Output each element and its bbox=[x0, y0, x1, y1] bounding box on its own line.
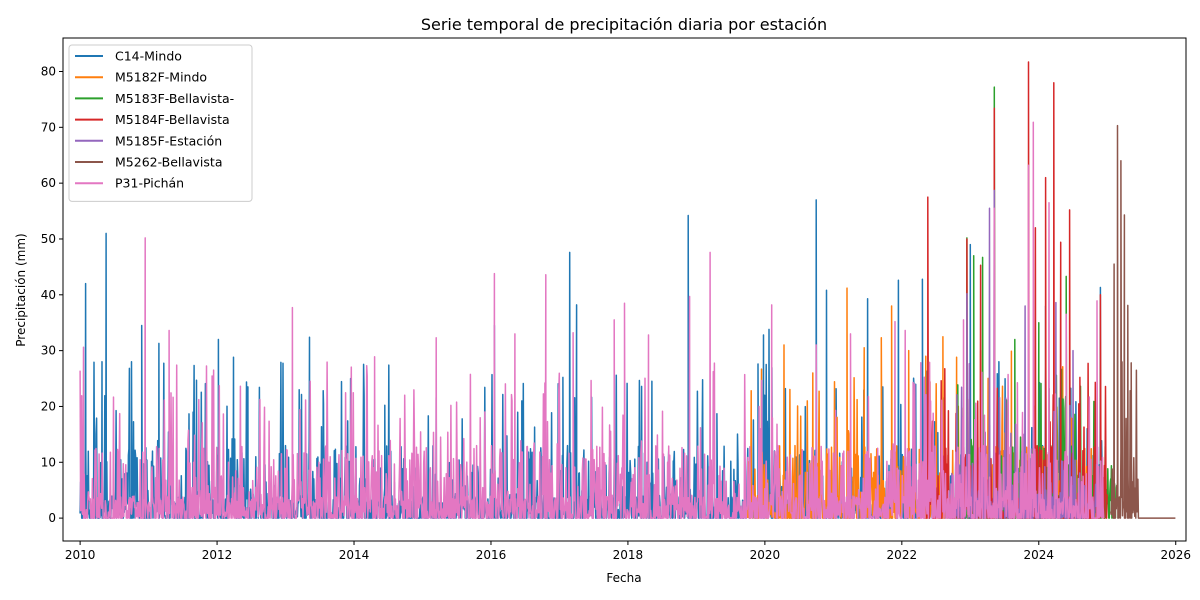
y-tick-label: 80 bbox=[41, 64, 56, 78]
y-tick-label: 70 bbox=[41, 120, 56, 134]
legend-label: M5183F-Bellavista- bbox=[115, 91, 234, 106]
y-axis-title: Precipitación (mm) bbox=[14, 233, 28, 346]
legend-label: M5182F-Mindo bbox=[115, 70, 207, 85]
x-tick-label: 2024 bbox=[1024, 548, 1055, 562]
legend-frame bbox=[68, 44, 253, 202]
y-tick-label: 60 bbox=[41, 176, 56, 190]
x-tick-label: 2016 bbox=[476, 548, 507, 562]
x-tick-label: 2012 bbox=[202, 548, 233, 562]
series-line-m5262-bellavista bbox=[1109, 124, 1176, 519]
x-tick-label: 2014 bbox=[339, 548, 370, 562]
y-tick-label: 30 bbox=[41, 344, 56, 358]
x-axis: 2010 2012 2014 2016 2018 2020 2022 2024 2026 bbox=[65, 541, 1191, 562]
legend-label: P31-Pichán bbox=[115, 176, 184, 191]
legend-label: M5184F-Bellavista bbox=[115, 112, 230, 127]
x-axis-title: Fecha bbox=[606, 571, 641, 585]
plot-area bbox=[62, 37, 1187, 542]
series-line-p31-pich-n bbox=[79, 121, 1105, 519]
y-tick-label: 10 bbox=[41, 455, 56, 469]
legend-label: C14-Mindo bbox=[115, 49, 182, 64]
series-layer bbox=[79, 61, 1176, 519]
x-tick-label: 2018 bbox=[613, 548, 644, 562]
y-tick-label: 20 bbox=[41, 399, 56, 413]
y-tick-label: 0 bbox=[48, 511, 56, 525]
plot-frame bbox=[62, 37, 1187, 542]
legend-label: M5185F-Estación bbox=[115, 133, 222, 148]
legend: C14-Mindo M5182F-Mindo M5183F-Bellavista- M… bbox=[68, 44, 253, 202]
x-tick-label: 2020 bbox=[750, 548, 781, 562]
x-tick-label: 2010 bbox=[65, 548, 96, 562]
legend-label: M5262-Bellavista bbox=[115, 155, 222, 170]
y-axis: 0 10 20 30 40 50 60 70 80 bbox=[41, 64, 63, 525]
x-tick-label: 2026 bbox=[1160, 548, 1191, 562]
y-tick-label: 50 bbox=[41, 232, 56, 246]
x-tick-label: 2022 bbox=[887, 548, 918, 562]
y-tick-label: 40 bbox=[41, 288, 56, 302]
chart-title: Serie temporal de precipitación diaria p… bbox=[421, 15, 827, 34]
